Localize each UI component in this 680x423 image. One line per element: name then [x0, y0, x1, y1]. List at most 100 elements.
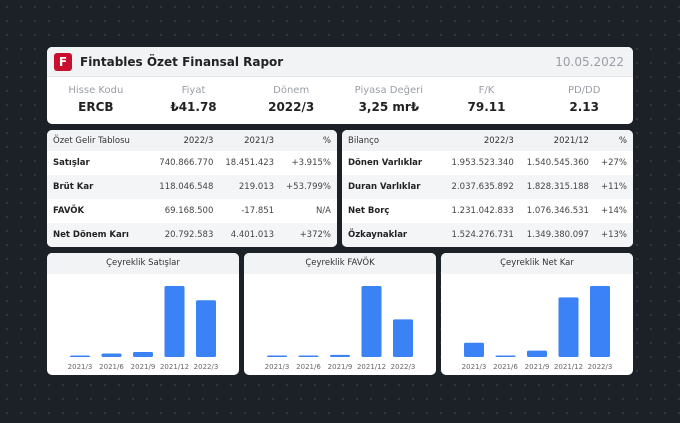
column-header: 2022/3: [445, 130, 520, 151]
row-label: Net Borç: [348, 206, 390, 216]
cell-value: 4.401.013: [219, 223, 281, 247]
column-header: %: [594, 130, 633, 151]
chart-bar: [330, 354, 350, 357]
chart-title: Çeyreklik FAVÖK: [244, 253, 436, 274]
cell-value: 1.076.346.531: [526, 206, 589, 216]
quarterly-ebitda-chart-card: Çeyreklik FAVÖK 2021/3 2021/6 2021/9 2021/1…: [244, 253, 436, 375]
row-label: Brüt Kar: [47, 175, 154, 199]
x-tick-label: 2021/12: [357, 363, 386, 371]
metric-label: Hisse Kodu: [68, 85, 124, 96]
cell-value: 18.451.423: [225, 158, 275, 168]
metrics-row: Hisse Kodu ERCB Fiyat ₺41.78 Dönem 2022/…: [47, 77, 633, 124]
x-tick-label: 2021/3: [68, 363, 93, 371]
chart-bar: [464, 342, 484, 357]
table-row: Duran Varlıklar 2.037.635.892 1.828.315.…: [342, 175, 633, 199]
column-header: 2021/12: [519, 130, 595, 151]
change-percent: +53.799%: [280, 175, 337, 199]
x-tick-label: 2021/12: [160, 363, 189, 371]
table-row: Net Borç 1.231.042.833 1.076.346.531 +14…: [342, 199, 633, 223]
metric-label: F/K: [478, 85, 495, 96]
quarterly-sales-chart: 2021/3 2021/6 2021/9 2021/12 2022/3: [68, 286, 219, 371]
change-percent: +11%: [594, 175, 633, 199]
chart-bar: [267, 355, 287, 357]
change-percent: +27%: [600, 158, 627, 168]
row-label: Satışlar: [53, 158, 90, 168]
row-label: Duran Varlıklar: [342, 175, 446, 199]
chart-bar: [558, 297, 579, 357]
report-header-card: F Fintables Özet Finansal Rapor 10.05.20…: [47, 47, 633, 124]
row-label: Dönen Varlıklar: [348, 158, 423, 168]
chart-title: Çeyreklik Net Kar: [441, 253, 633, 274]
x-tick-label: 2022/3: [194, 363, 219, 371]
cell-value: 740.866.770: [159, 158, 214, 168]
metric-label: Dönem: [273, 85, 310, 96]
metric-stock-code: Hisse Kodu ERCB: [47, 77, 145, 124]
chart-bar: [133, 352, 153, 357]
cell-value: 219.013: [219, 175, 281, 199]
report-date: 10.05.2022: [555, 54, 624, 69]
report-title: Fintables Özet Finansal Rapor: [80, 54, 284, 69]
change-percent: +372%: [280, 223, 337, 247]
report-title-bar: F Fintables Özet Finansal Rapor 10.05.20…: [47, 47, 633, 77]
table-row: Dönen Varlıklar 1.953.523.340 1.540.545.…: [342, 151, 633, 175]
metric-value: 2.13: [569, 100, 599, 114]
change-percent: +13%: [594, 223, 633, 247]
row-label: FAVÖK: [53, 206, 85, 216]
cell-value: 1.953.523.340: [451, 158, 514, 168]
column-header: Özet Gelir Tablosu: [47, 130, 154, 151]
chart-bar: [298, 355, 319, 357]
metric-value: ₺41.78: [170, 100, 217, 114]
table-row: Brüt Kar 118.046.548 219.013 +53.799%: [47, 175, 337, 199]
cell-value: 20.792.583: [153, 223, 220, 247]
table-row: FAVÖK 69.168.500 -17.851 N/A: [47, 199, 337, 223]
metric-label: PD/DD: [567, 85, 601, 96]
cell-value: 69.168.500: [164, 206, 214, 216]
table-header-row: Özet Gelir Tablosu 2022/3 2021/3 %: [47, 130, 337, 151]
x-tick-label: 2021/9: [525, 363, 550, 371]
chart-title: Çeyreklik Satışlar: [47, 253, 239, 274]
change-percent: +3.915%: [291, 158, 331, 168]
table-row: Satışlar 740.866.770 18.451.423 +3.915%: [47, 151, 337, 175]
cell-value: 1.349.380.097: [519, 223, 595, 247]
cell-value: 118.046.548: [153, 175, 220, 199]
cell-value: 1.828.315.188: [519, 175, 595, 199]
balance-sheet-card: Bilanço 2022/3 2021/12 % Dönen Varlıklar…: [342, 130, 633, 247]
cell-value: 2.037.635.892: [445, 175, 520, 199]
row-label: Net Dönem Karı: [47, 223, 154, 247]
column-header: Bilanço: [342, 130, 446, 151]
x-tick-label: 2021/9: [328, 363, 353, 371]
x-tick-label: 2021/6: [493, 363, 518, 371]
x-tick-label: 2022/3: [588, 363, 613, 371]
metric-label: Piyasa Değeri: [354, 85, 424, 96]
chart-bar: [590, 286, 610, 357]
x-tick-label: 2021/6: [99, 363, 124, 371]
chart-bar: [527, 350, 547, 357]
chart-bar: [495, 355, 516, 357]
change-percent: +14%: [600, 206, 627, 216]
fintables-logo-icon: F: [54, 52, 72, 71]
x-tick-label: 2021/9: [131, 363, 156, 371]
metric-value: 2022/3: [268, 100, 315, 114]
x-tick-label: 2021/12: [554, 363, 583, 371]
column-header: 2022/3: [153, 130, 220, 151]
income-statement-card: Özet Gelir Tablosu 2022/3 2021/3 % Satış…: [47, 130, 337, 247]
quarterly-sales-chart-card: Çeyreklik Satışlar 2021/3 2021/6 2021/9 202…: [47, 253, 239, 375]
column-header: 2021/3: [219, 130, 281, 151]
income-statement-table: Özet Gelir Tablosu 2022/3 2021/3 % Satış…: [47, 130, 337, 247]
cell-value: -17.851: [241, 206, 275, 216]
quarterly-net-profit-chart: 2021/3 2021/6 2021/9 2021/12 2022/3: [462, 286, 613, 371]
cell-value: 1.524.276.731: [445, 223, 520, 247]
metric-value: 79.11: [467, 100, 506, 114]
table-header-row: Bilanço 2022/3 2021/12 %: [342, 130, 633, 151]
column-header: %: [280, 130, 337, 151]
cell-value: 1.540.545.360: [526, 158, 589, 168]
metric-pb-ratio: PD/DD 2.13: [535, 77, 633, 124]
chart-bar: [101, 353, 122, 357]
chart-bar: [196, 300, 216, 357]
cell-value: 1.231.042.833: [451, 206, 514, 216]
quarterly-ebitda-chart: 2021/3 2021/6 2021/9 2021/12 2022/3: [265, 286, 415, 371]
table-row: Özkaynaklar 1.524.276.731 1.349.380.097 …: [342, 223, 633, 247]
chart-bar: [164, 286, 185, 357]
chart-bar: [393, 319, 413, 357]
quarterly-net-profit-chart-card: Çeyreklik Net Kar 2021/3 2021/6 2021/9 2021…: [441, 253, 633, 375]
